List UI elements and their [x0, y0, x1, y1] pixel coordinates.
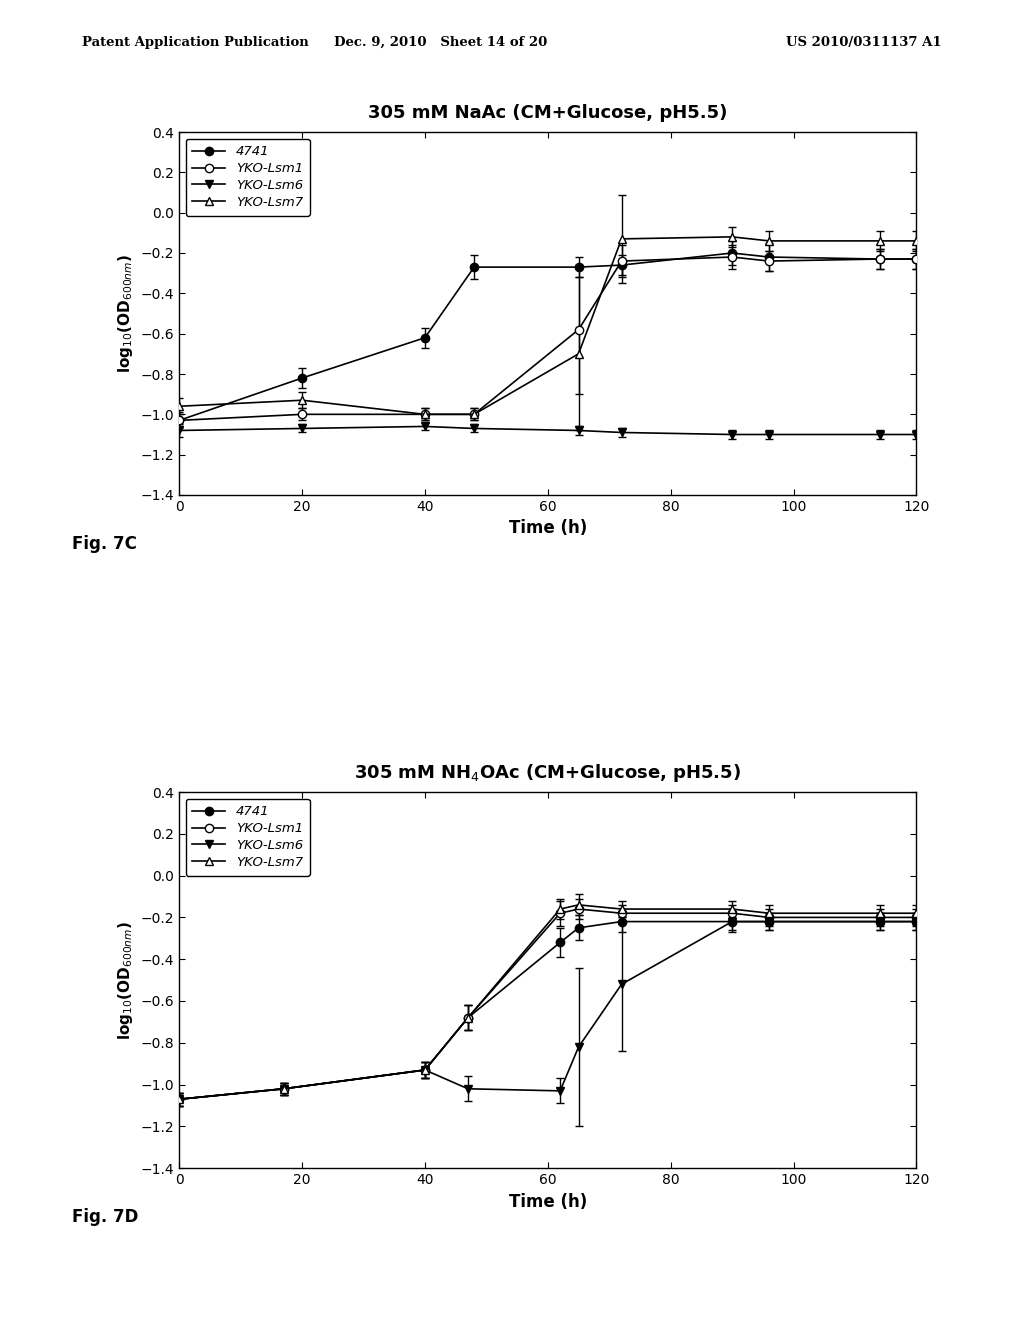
Text: Dec. 9, 2010   Sheet 14 of 20: Dec. 9, 2010 Sheet 14 of 20 — [334, 36, 547, 49]
Title: 305 mM NaAc (CM+Glucose, pH5.5): 305 mM NaAc (CM+Glucose, pH5.5) — [369, 104, 727, 123]
Legend: 4741, YKO-Lsm1, YKO-Lsm6, YKO-Lsm7: 4741, YKO-Lsm1, YKO-Lsm6, YKO-Lsm7 — [185, 799, 309, 875]
Text: US 2010/0311137 A1: US 2010/0311137 A1 — [786, 36, 942, 49]
Legend: 4741, YKO-Lsm1, YKO-Lsm6, YKO-Lsm7: 4741, YKO-Lsm1, YKO-Lsm6, YKO-Lsm7 — [185, 139, 309, 215]
Y-axis label: log$_{10}$(OD$_{600nm}$): log$_{10}$(OD$_{600nm}$) — [116, 253, 135, 374]
Text: Patent Application Publication: Patent Application Publication — [82, 36, 308, 49]
Title: 305 mM NH$_4$OAc (CM+Glucose, pH5.5): 305 mM NH$_4$OAc (CM+Glucose, pH5.5) — [354, 762, 741, 784]
Text: Fig. 7C: Fig. 7C — [72, 535, 136, 553]
Text: Fig. 7D: Fig. 7D — [72, 1208, 138, 1226]
Y-axis label: log$_{10}$(OD$_{600nm}$): log$_{10}$(OD$_{600nm}$) — [116, 920, 135, 1040]
X-axis label: Time (h): Time (h) — [509, 1192, 587, 1210]
X-axis label: Time (h): Time (h) — [509, 519, 587, 537]
